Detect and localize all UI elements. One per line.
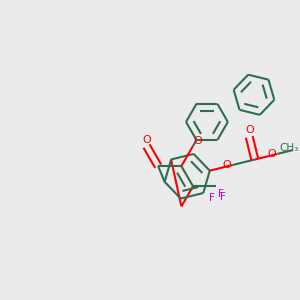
Text: F: F bbox=[218, 189, 224, 199]
Text: O: O bbox=[142, 135, 151, 145]
Text: F: F bbox=[209, 193, 215, 203]
Text: O: O bbox=[223, 160, 231, 170]
Text: O: O bbox=[268, 149, 277, 159]
Text: CH₃: CH₃ bbox=[279, 143, 298, 153]
Text: O: O bbox=[194, 136, 202, 146]
Text: O: O bbox=[245, 125, 254, 135]
Text: F: F bbox=[220, 191, 226, 202]
